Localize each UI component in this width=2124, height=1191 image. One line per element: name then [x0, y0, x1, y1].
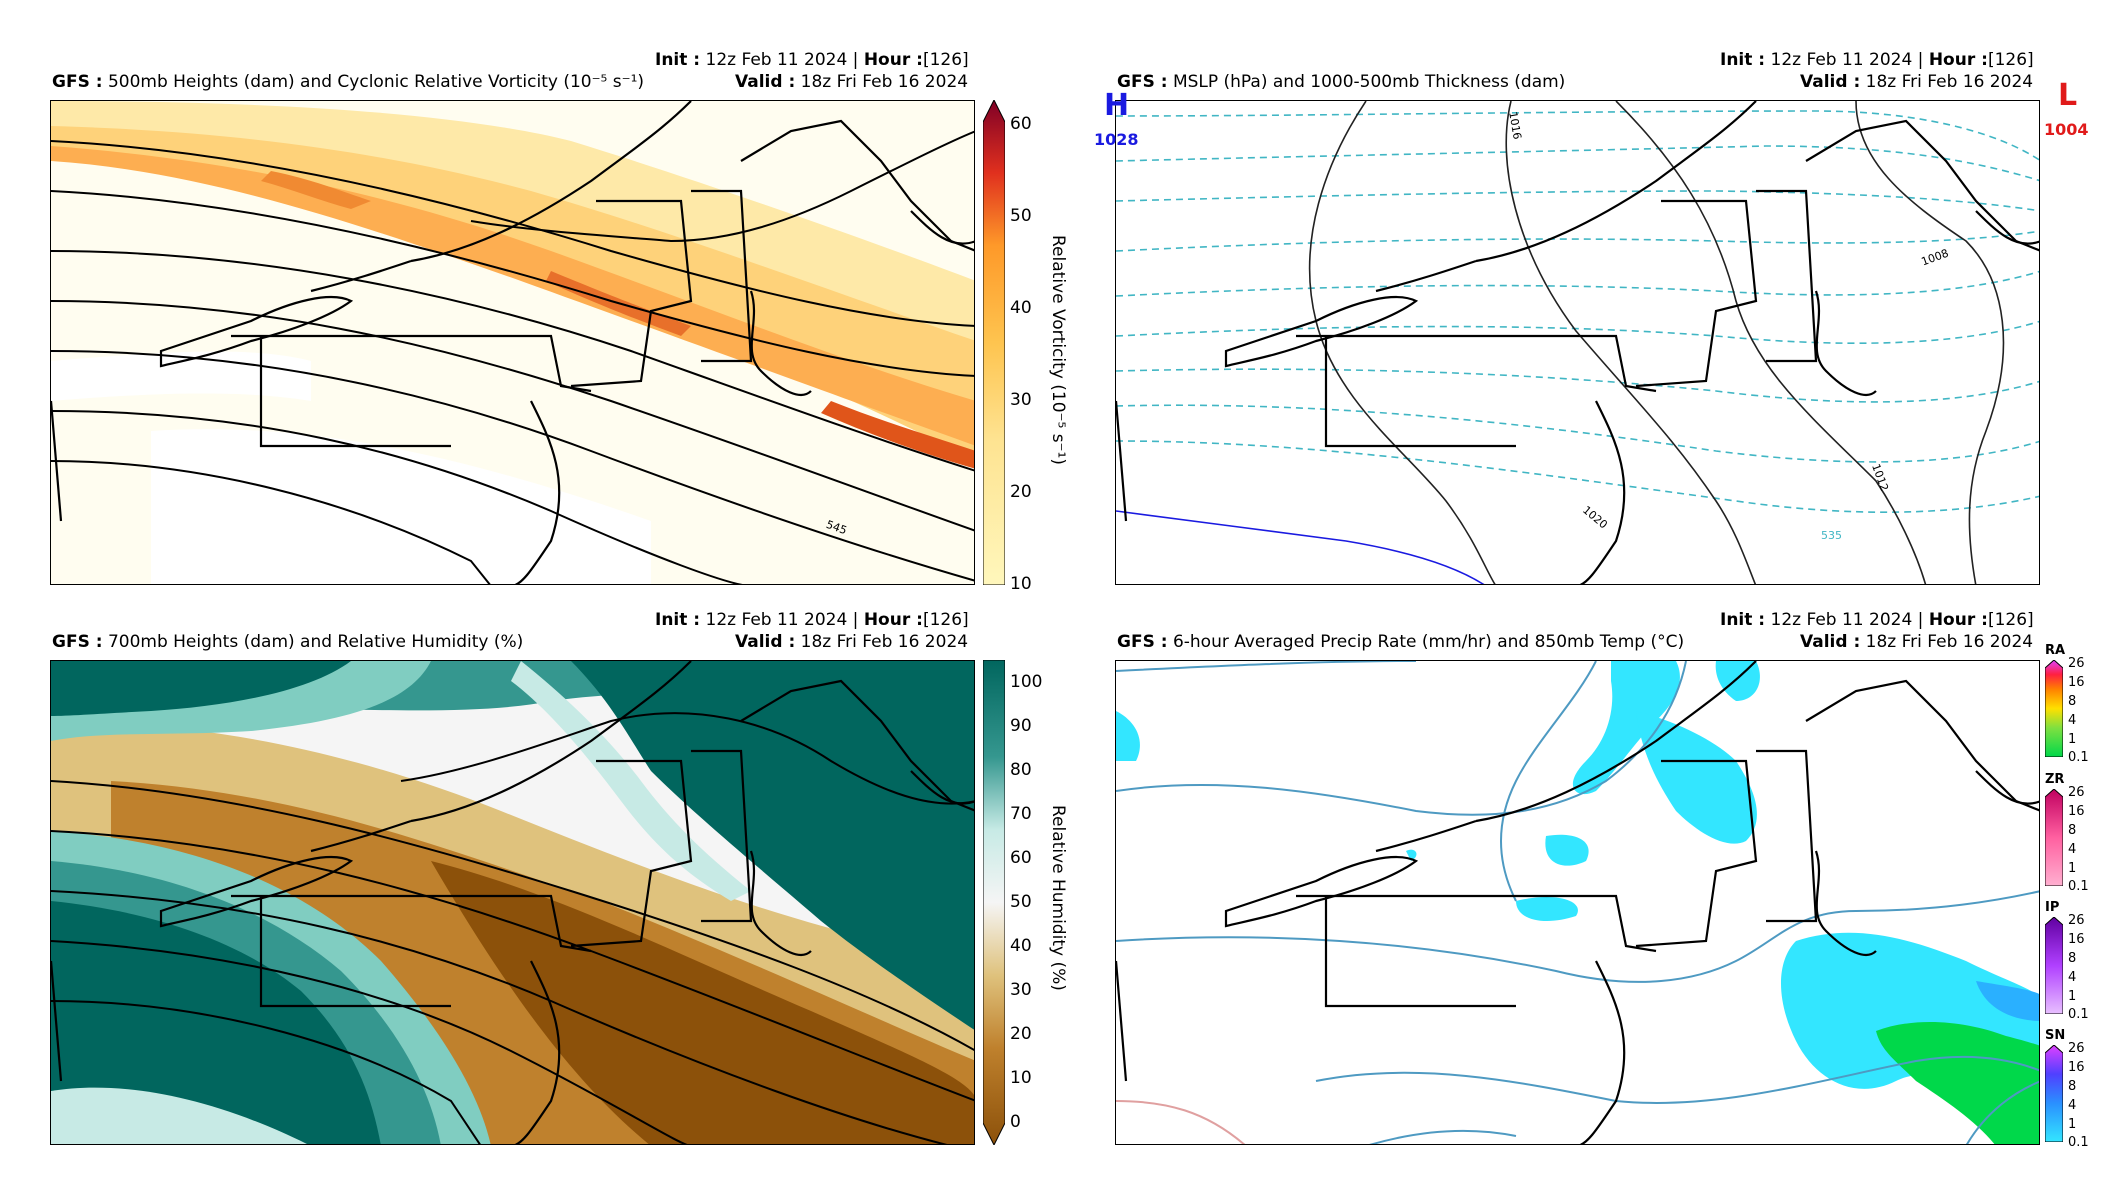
- ptype-label-ra: RA: [2045, 643, 2066, 658]
- high-pressure-value: 1028: [1094, 130, 1139, 149]
- colorbar-label: Relative Vorticity (10⁻⁵ s⁻¹): [1048, 235, 1068, 465]
- valid-line: Valid : 18z Fri Feb 16 2024: [1800, 72, 2034, 92]
- init-line: Init : 12z Feb 11 2024 | Hour :[126]: [1720, 610, 2034, 630]
- zr-colorbar: [2045, 789, 2063, 886]
- precip-map: [1115, 660, 2040, 1145]
- rh-map: [50, 660, 975, 1145]
- valid-line: Valid : 18z Fri Feb 16 2024: [735, 72, 969, 92]
- low-pressure-value: 1004: [2044, 120, 2089, 139]
- vorticity-map: 545: [50, 100, 975, 585]
- vorticity-colorbar: [982, 98, 1006, 586]
- low-pressure-letter: L: [2058, 78, 2078, 113]
- sn-colorbar: [2045, 1045, 2063, 1142]
- mslp-map: 1016 1012 1008 1020 535: [1115, 100, 2040, 585]
- colorbar-label: Relative Humidity (%): [1048, 805, 1068, 991]
- thickness-label: 535: [1821, 529, 1842, 542]
- panel-title: GFS : 700mb Heights (dam) and Relative H…: [52, 632, 524, 652]
- panel-title: GFS : 500mb Heights (dam) and Cyclonic R…: [52, 72, 645, 92]
- panel-title: GFS : MSLP (hPa) and 1000-500mb Thicknes…: [1117, 72, 1566, 92]
- valid-line: Valid : 18z Fri Feb 16 2024: [1800, 632, 2034, 652]
- valid-line: Valid : 18z Fri Feb 16 2024: [735, 632, 969, 652]
- init-line: Init : 12z Feb 11 2024 | Hour :[126]: [1720, 50, 2034, 70]
- ip-colorbar: [2045, 917, 2063, 1014]
- ra-colorbar: [2045, 660, 2063, 757]
- init-line: Init : 12z Feb 11 2024 | Hour :[126]: [655, 610, 969, 630]
- ptype-label-sn: SN: [2045, 1028, 2066, 1043]
- ptype-label-ip: IP: [2045, 900, 2060, 915]
- rh-colorbar: [982, 659, 1006, 1147]
- high-pressure-letter: H: [1104, 88, 1130, 123]
- panel-title: GFS : 6-hour Averaged Precip Rate (mm/hr…: [1117, 632, 1685, 652]
- ptype-label-zr: ZR: [2045, 772, 2065, 787]
- init-line: Init : 12z Feb 11 2024 | Hour :[126]: [655, 50, 969, 70]
